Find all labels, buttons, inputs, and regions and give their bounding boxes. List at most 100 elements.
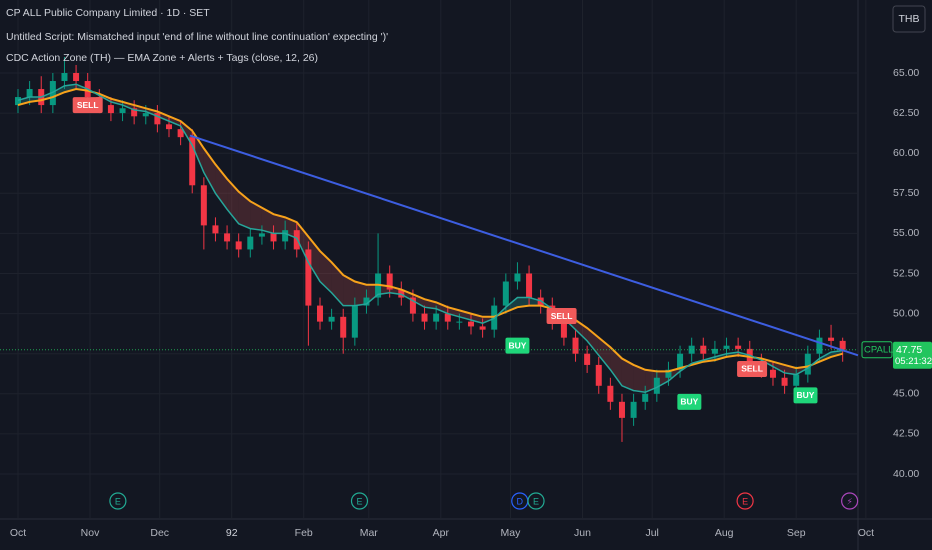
ema-zone xyxy=(261,207,274,234)
candle-body xyxy=(270,233,277,242)
ema-slow-line xyxy=(17,88,843,373)
y-tick-label: 50.00 xyxy=(893,307,919,319)
signal-label: SELL xyxy=(551,311,573,321)
candle-body xyxy=(386,273,393,290)
x-tick-label: Jul xyxy=(645,527,658,539)
y-tick-label: 42.50 xyxy=(893,428,919,440)
signal-label: BUY xyxy=(680,397,698,407)
x-tick-label: Oct xyxy=(858,527,874,539)
x-tick-label: Feb xyxy=(295,527,313,539)
y-tick-label: 55.00 xyxy=(893,227,919,239)
candle-body xyxy=(711,348,718,354)
last-price-label: 47.75 xyxy=(896,344,922,356)
candle-body xyxy=(816,337,823,354)
ema-zone xyxy=(621,358,634,391)
candle-body xyxy=(804,353,811,375)
candle-body xyxy=(142,113,149,117)
x-tick-label: Jun xyxy=(574,527,591,539)
candle-body xyxy=(177,129,184,138)
chart-title: CP ALL Public Company Limited · 1D · SET xyxy=(6,7,210,19)
event-marker xyxy=(736,492,754,510)
candle-body xyxy=(224,233,231,242)
candle-body xyxy=(26,89,33,98)
y-tick-label: 65.00 xyxy=(893,67,919,79)
last-price-tag xyxy=(893,341,932,369)
candle-body xyxy=(735,345,742,349)
ema-zone xyxy=(250,201,262,231)
currency-label[interactable]: THB xyxy=(899,13,920,25)
x-tick-label: Oct xyxy=(10,527,26,539)
candle-body xyxy=(607,385,614,402)
candle-body xyxy=(618,401,625,418)
y-tick-label: 62.50 xyxy=(893,107,919,119)
candle-body xyxy=(305,249,312,306)
candle-body xyxy=(688,345,695,354)
candle-body xyxy=(189,137,196,186)
event-label: E xyxy=(356,496,362,506)
candle-body xyxy=(572,337,579,354)
candle-body xyxy=(119,108,126,114)
script-error: Untitled Script: Mismatched input 'end o… xyxy=(6,31,388,43)
candle-body xyxy=(560,321,567,338)
indicator-label: CDC Action Zone (TH) — EMA Zone + Alerts… xyxy=(6,52,318,64)
candle-body xyxy=(723,345,730,349)
candle-body xyxy=(258,233,265,237)
y-tick-label: 57.50 xyxy=(893,187,919,199)
candle-body xyxy=(456,321,463,323)
currency-button[interactable] xyxy=(892,5,926,33)
signal-tag xyxy=(677,393,702,410)
x-tick-label: Mar xyxy=(360,527,379,539)
event-label: D xyxy=(517,496,524,506)
candle-body xyxy=(433,313,440,322)
countdown-label: 05:21:32 xyxy=(895,356,932,367)
signal-tag xyxy=(505,337,530,354)
candle-body xyxy=(595,364,602,386)
candle-body xyxy=(630,401,637,418)
x-tick-label: 92 xyxy=(226,527,238,539)
candle-body xyxy=(282,230,289,242)
ema-zone xyxy=(168,116,181,126)
x-tick-label: May xyxy=(501,527,522,539)
ema-zone xyxy=(436,302,448,314)
ema-zone xyxy=(64,84,77,93)
x-tick-label: Dec xyxy=(150,527,169,539)
event-label: ⚡ xyxy=(846,496,852,506)
candle-body xyxy=(444,313,451,322)
candle-body xyxy=(165,124,172,130)
candle-body xyxy=(584,353,591,365)
signal-tag xyxy=(793,387,818,404)
candle-body xyxy=(700,345,707,354)
candle-body xyxy=(526,273,533,298)
candle-body xyxy=(107,105,114,114)
candle-body xyxy=(502,281,509,306)
y-tick-label: 52.50 xyxy=(893,267,919,279)
ema-zone xyxy=(447,307,460,317)
candle-body xyxy=(467,321,474,327)
event-marker xyxy=(350,492,369,510)
signal-label: BUY xyxy=(508,340,526,350)
event-label: E xyxy=(533,496,539,506)
candle-body xyxy=(200,185,207,226)
ema-zone xyxy=(517,297,530,308)
ema-zone xyxy=(343,275,355,306)
signal-label: SELL xyxy=(77,100,99,110)
x-tick-label: Nov xyxy=(81,527,100,539)
ema-zone xyxy=(587,328,599,356)
candle-body xyxy=(328,316,335,322)
ema-zone xyxy=(319,251,332,293)
symbol-label: CPALL xyxy=(864,345,893,356)
candle-body xyxy=(642,393,649,402)
candle-body xyxy=(479,326,486,330)
candle-body xyxy=(131,108,138,117)
candle-body xyxy=(154,113,161,125)
signal-tag xyxy=(72,97,103,114)
candle-body xyxy=(653,377,660,394)
ema-fast-line xyxy=(17,83,843,393)
event-label: E xyxy=(742,496,748,506)
ema-zone xyxy=(238,191,251,229)
candle-body xyxy=(351,305,358,338)
event-marker xyxy=(841,492,859,510)
candle-body xyxy=(61,73,68,82)
event-marker xyxy=(527,492,545,510)
